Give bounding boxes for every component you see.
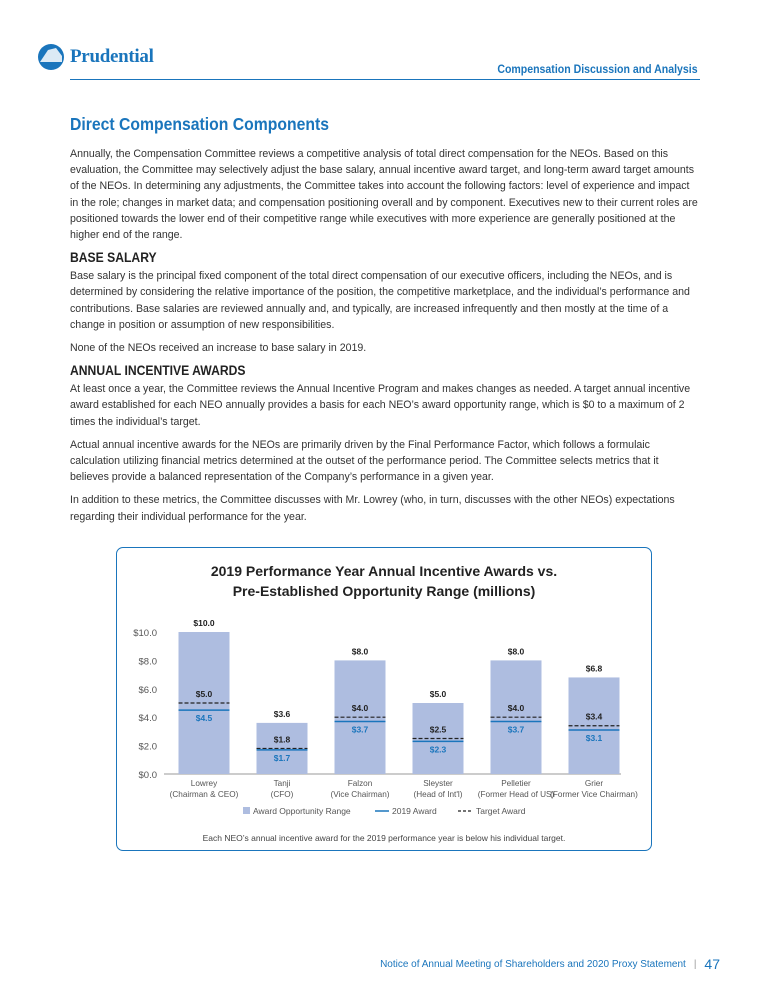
award-2019-label: $3.7 (352, 724, 369, 734)
target-award-label: $2.5 (430, 725, 447, 735)
award-2019-label: $2.3 (430, 744, 447, 754)
annual-paragraph-3: In addition to these metrics, the Commit… (70, 494, 675, 523)
x-category-name: Lowrey (191, 779, 218, 788)
award-2019-label: $3.7 (508, 724, 525, 734)
award-2019-label: $4.5 (196, 713, 213, 723)
x-category-role: (Chairman & CEO) (170, 790, 239, 799)
chart-note: Each NEO’s annual incentive award for th… (203, 833, 566, 843)
header-rule (70, 79, 700, 80)
section-header: Compensation Discussion and Analysis (497, 62, 698, 76)
base-salary-paragraph: Base salary is the principal fixed compo… (70, 270, 690, 331)
y-tick-label: $4.0 (139, 713, 158, 724)
main-content: Direct Compensation Components Annually,… (70, 114, 700, 532)
y-tick-label: $2.0 (139, 742, 158, 753)
page-title: Direct Compensation Components (70, 114, 330, 134)
page-footer: Notice of Annual Meeting of Shareholders… (380, 956, 720, 972)
bar-max-label: $8.0 (508, 646, 525, 656)
target-award-label: $1.8 (274, 734, 291, 744)
x-category-role: (Former Vice Chairman) (550, 790, 638, 799)
award-2019-label: $3.1 (586, 733, 603, 743)
incentive-awards-chart: 2019 Performance Year Annual Incentive A… (133, 563, 638, 843)
bar-max-label: $10.0 (193, 618, 215, 628)
chart-container: 2019 Performance Year Annual Incentive A… (116, 547, 652, 851)
x-category-name: Sleyster (423, 779, 453, 788)
intro-paragraph: Annually, the Compensation Committee rev… (70, 148, 698, 242)
chart-title-line1: 2019 Performance Year Annual Incentive A… (211, 563, 557, 579)
base-salary-note: None of the NEOs received an increase to… (70, 342, 367, 355)
bar-max-label: $8.0 (352, 646, 369, 656)
annual-paragraph-2: Actual annual incentive awards for the N… (70, 438, 659, 484)
annual-paragraph-1: At least once a year, the Committee revi… (70, 383, 691, 428)
x-category-role: (Vice Chairman) (331, 790, 390, 799)
logo-text: Prudential (70, 46, 154, 67)
x-category-name: Tanji (274, 779, 291, 788)
target-award-label: $4.0 (352, 703, 369, 713)
target-award-label: $5.0 (196, 689, 213, 699)
annual-incentive-heading: ANNUAL INCENTIVE AWARDS (70, 363, 246, 379)
target-award-label: $4.0 (508, 703, 525, 713)
page-number: 47 (704, 956, 720, 972)
x-category-name: Grier (585, 779, 603, 788)
x-category-role: (Former Head of US) (478, 790, 555, 799)
bar-max-label: $3.6 (274, 709, 291, 719)
y-tick-label: $10.0 (133, 628, 157, 639)
bar-max-label: $5.0 (430, 689, 447, 699)
y-tick-label: $8.0 (139, 656, 158, 667)
y-tick-label: $6.0 (139, 685, 158, 696)
rock-icon (38, 44, 64, 70)
x-category-name: Pelletier (501, 779, 531, 788)
footer-text: Notice of Annual Meeting of Shareholders… (380, 958, 686, 970)
legend-label-award: 2019 Award (392, 806, 437, 816)
chart-title-line2: Pre-Established Opportunity Range (milli… (233, 583, 536, 599)
y-tick-label: $0.0 (139, 770, 158, 781)
target-award-label: $3.4 (586, 712, 603, 722)
prudential-logo: Prudential (36, 42, 154, 72)
x-category-role: (Head of Int'l) (414, 790, 463, 799)
bar-max-label: $6.8 (586, 663, 603, 673)
legend-label-range: Award Opportunity Range (253, 806, 351, 816)
base-salary-heading: BASE SALARY (70, 250, 157, 266)
x-category-name: Falzon (348, 779, 373, 788)
legend-swatch-range (243, 807, 250, 814)
award-2019-label: $1.7 (274, 753, 291, 763)
x-category-role: (CFO) (271, 790, 294, 799)
legend-label-target: Target Award (476, 806, 526, 816)
footer-separator: | (693, 958, 697, 970)
